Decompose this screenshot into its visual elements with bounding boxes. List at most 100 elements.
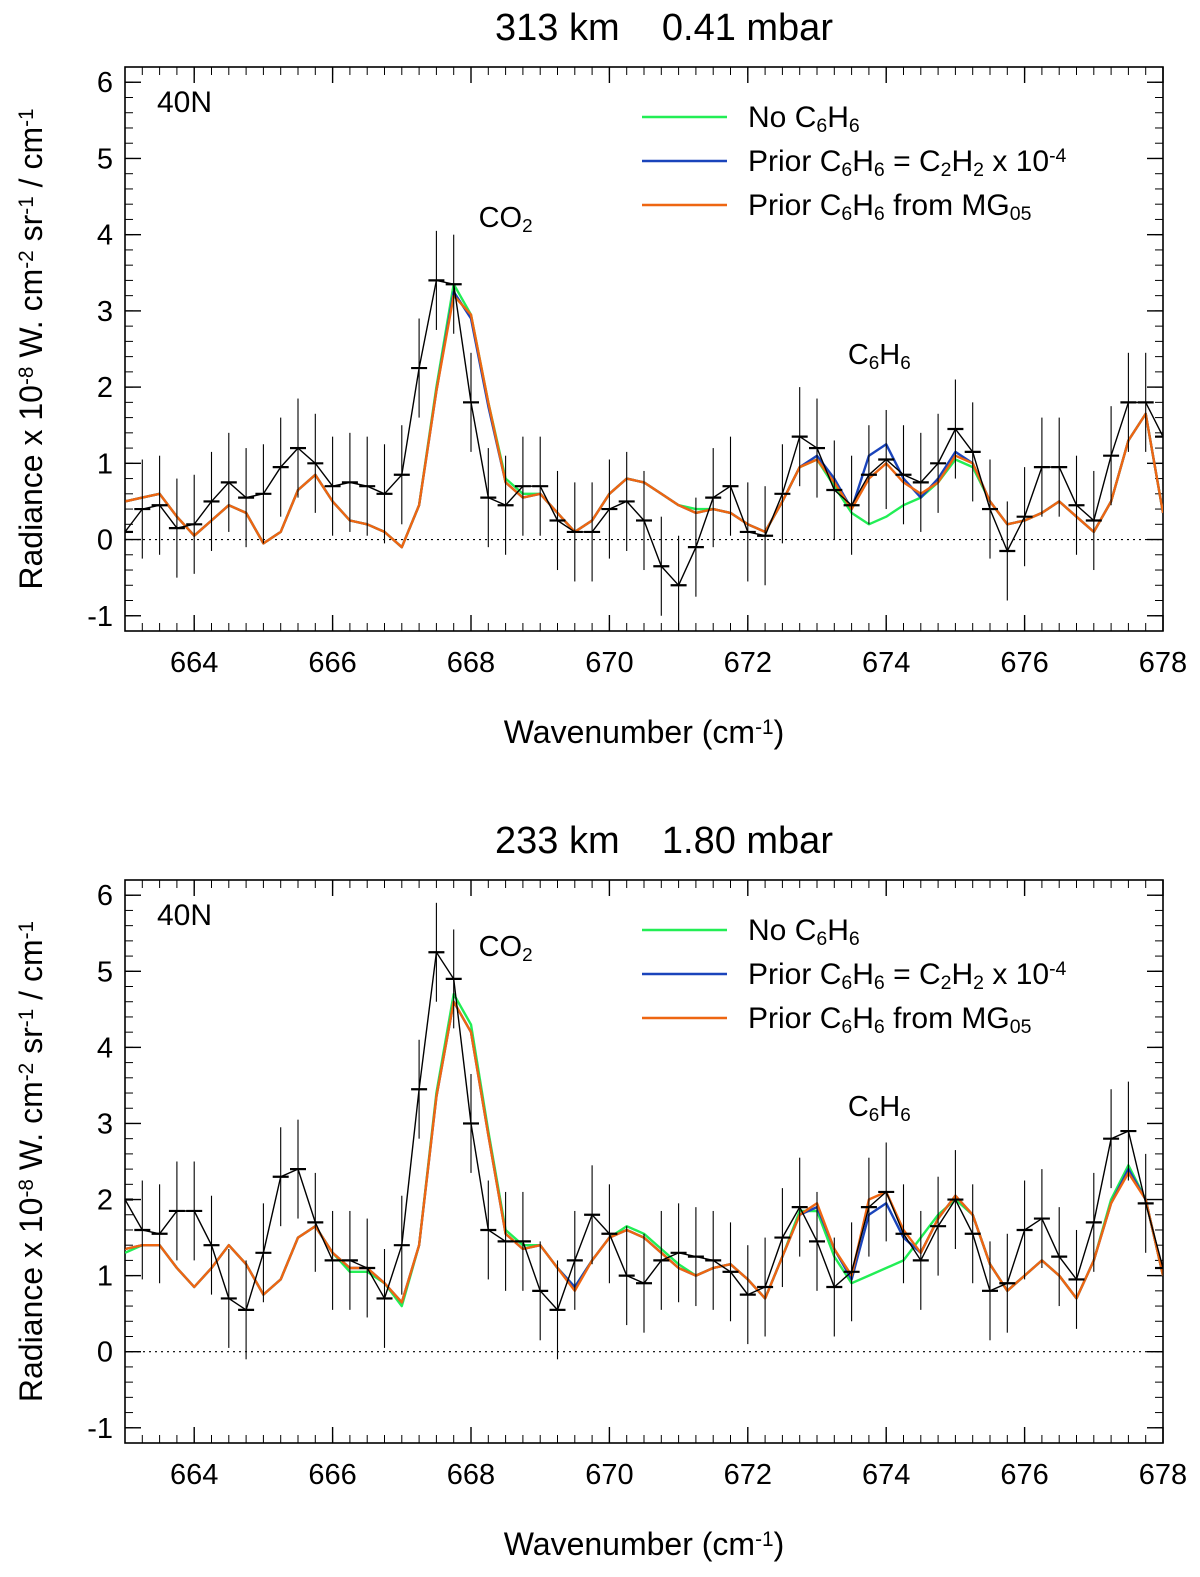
observed-point — [999, 1233, 1016, 1333]
plot-area — [125, 902, 1163, 1360]
observed-point — [826, 440, 843, 540]
y-tick-label: 5 — [97, 956, 113, 988]
plot-area — [125, 230, 1163, 631]
observed-point — [255, 1203, 272, 1303]
observed-point — [826, 1237, 843, 1337]
observed-point — [930, 1176, 947, 1276]
observed-point — [290, 398, 306, 498]
y-tick-label: 4 — [97, 1032, 113, 1064]
annotation-c6h6: C6H6 — [848, 1091, 911, 1125]
observed-point — [1120, 352, 1137, 452]
observed-point — [1137, 1153, 1154, 1253]
observed-point — [411, 1039, 428, 1139]
observed-point — [912, 432, 929, 532]
x-tick-label: 674 — [862, 1459, 910, 1491]
observed-point — [653, 1210, 670, 1310]
observed-point — [134, 1180, 151, 1280]
legend-label-3: Prior C6H6 from MG05 — [748, 1002, 1032, 1038]
observed-point — [1120, 1081, 1137, 1181]
observed-point — [168, 1161, 185, 1261]
chart-title: 233 km 1.80 mbar — [495, 820, 833, 862]
observed-point — [1085, 470, 1102, 571]
observed-point — [687, 1207, 704, 1307]
observed-point — [1016, 1180, 1033, 1280]
observed-point — [584, 482, 601, 582]
observed-point — [549, 470, 566, 571]
observed-point — [809, 398, 825, 498]
observed-point — [480, 448, 497, 548]
observed-point — [445, 234, 462, 334]
observed-point — [428, 902, 445, 1002]
observed-point — [947, 379, 964, 479]
x-tick-label: 672 — [724, 1459, 772, 1491]
observed-point — [255, 444, 272, 544]
observed-point — [791, 1157, 808, 1257]
observed-point — [532, 1241, 549, 1341]
x-tick-label: 678 — [1139, 647, 1187, 679]
legend-label-3: Prior C6H6 from MG05 — [748, 189, 1032, 225]
legend: No C6H6 Prior C6H6 = C2H2 x 10-4 Prior C6H… — [642, 101, 1067, 225]
observed-point — [982, 459, 998, 559]
observed-point — [687, 497, 704, 597]
observed-point — [1103, 1089, 1120, 1189]
observed-point — [376, 444, 393, 544]
y-tick-label: 1 — [97, 448, 113, 480]
x-tick-label: 678 — [1139, 1459, 1187, 1491]
observed-point — [843, 455, 860, 555]
observed-point — [636, 1233, 652, 1333]
observed-point — [376, 1248, 393, 1348]
observed-point — [532, 436, 549, 536]
legend: No C6H6 Prior C6H6 = C2H2 x 10-4 Prior C6H… — [642, 914, 1067, 1038]
observed-point — [307, 413, 324, 513]
y-tick-label: 2 — [97, 372, 113, 404]
x-tick-label: 672 — [724, 647, 772, 679]
x-tick-label: 668 — [447, 647, 495, 679]
x-tick-label: 664 — [170, 647, 218, 679]
observed-point — [1033, 417, 1050, 517]
annotation-co2: CO2 — [479, 202, 533, 236]
x-tick-label: 670 — [585, 647, 633, 679]
observed-point — [324, 436, 341, 536]
y-tick-label: 6 — [97, 880, 113, 912]
observed-point — [220, 1248, 237, 1348]
observed-point — [739, 482, 756, 582]
observed-point — [238, 448, 255, 548]
observed-point — [895, 425, 912, 525]
observed-point — [912, 1210, 929, 1310]
chart-title: 313 km 0.41 mbar — [495, 7, 833, 49]
observed-point — [618, 451, 635, 551]
observed-point — [1103, 406, 1120, 506]
observed-point — [947, 1150, 964, 1249]
annotation-co2: CO2 — [479, 931, 533, 965]
observed-point — [514, 1191, 531, 1291]
observed-point — [774, 1188, 791, 1288]
observed-point — [705, 1210, 722, 1310]
plot-frame — [124, 66, 1164, 632]
observed-point — [653, 516, 670, 616]
observed-point — [670, 535, 687, 631]
observed-point — [393, 425, 410, 525]
observed-point — [739, 1245, 756, 1345]
observed-point — [774, 444, 791, 544]
x-tick-label: 664 — [170, 1459, 218, 1491]
observed-point — [809, 1191, 825, 1291]
observed-point — [514, 436, 531, 536]
observed-point — [1068, 455, 1085, 555]
y-tick-label: 0 — [97, 1337, 113, 1369]
y-tick-label: 0 — [97, 525, 113, 557]
y-axis-label: Radiance x 10-8 W. cm-2 sr-1 / cm-1 — [13, 108, 49, 589]
observed-point — [186, 474, 203, 574]
region-label: 40N — [157, 86, 212, 119]
x-tick-label: 666 — [308, 1459, 356, 1491]
observed-point — [1068, 1229, 1085, 1329]
chart-panel-2: 233 km 1.80 mbar 664 666 668 670 672 674 676 678… — [13, 820, 1187, 1562]
observed-point — [324, 1210, 341, 1310]
observed-point — [1051, 417, 1068, 517]
observed-point — [964, 402, 981, 502]
observed-point — [584, 1165, 601, 1265]
y-tick-label: 3 — [97, 296, 113, 328]
x-tick-label: 674 — [862, 647, 910, 679]
x-tick-label: 676 — [1000, 647, 1048, 679]
legend-label-2: Prior C6H6 = C2H2 x 10-4 — [748, 958, 1067, 994]
